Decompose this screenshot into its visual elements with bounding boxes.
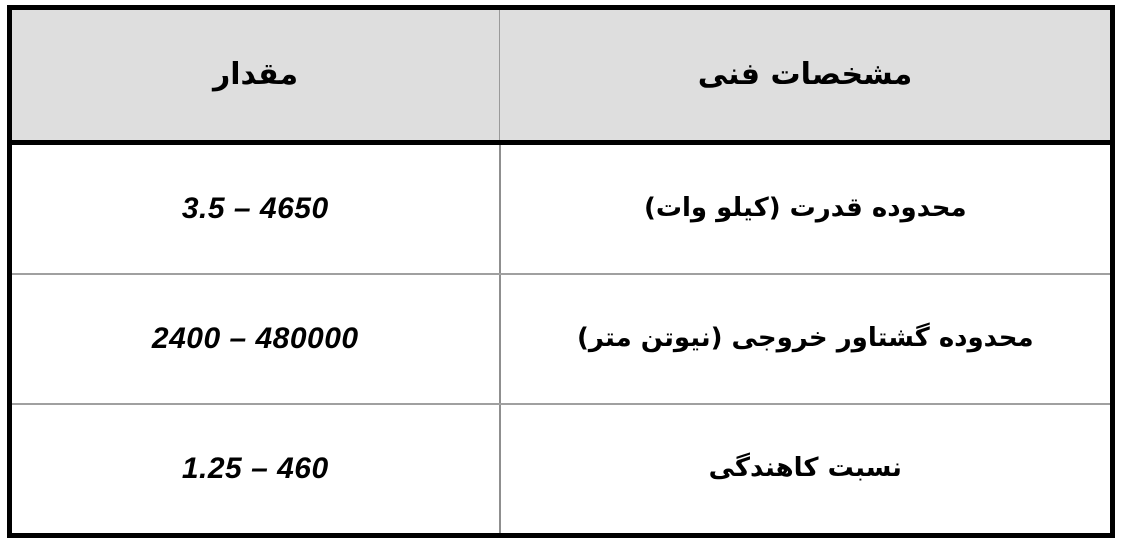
table-header-row: مشخصات فنی مقدار xyxy=(7,5,1115,145)
table-row: محدوده گشتاور خروجی (نیوتن متر) 2400 – 4… xyxy=(7,274,1115,405)
table-body: محدوده قدرت (کیلو وات) 3.5 – 4650 محدوده… xyxy=(7,142,1115,538)
spec-label-output-torque-range: محدوده گشتاور خروجی (نیوتن متر) xyxy=(498,274,1115,405)
column-header-value: مقدار xyxy=(7,5,500,145)
table-row: نسبت کاهندگی 1.25 – 460 xyxy=(7,404,1115,538)
spec-label-power-range: محدوده قدرت (کیلو وات) xyxy=(498,142,1115,275)
table-header: مشخصات فنی مقدار xyxy=(7,5,1115,145)
column-header-specification: مشخصات فنی xyxy=(499,5,1115,145)
table-row: محدوده قدرت (کیلو وات) 3.5 – 4650 xyxy=(7,142,1115,275)
technical-specifications-table: مشخصات فنی مقدار محدوده قدرت (کیلو وات) … xyxy=(7,5,1115,538)
spec-value-reduction-ratio: 1.25 – 460 xyxy=(7,404,501,538)
spec-label-reduction-ratio: نسبت کاهندگی xyxy=(498,404,1115,538)
spec-value-power-range: 3.5 – 4650 xyxy=(7,142,501,275)
spec-value-output-torque-range: 2400 – 480000 xyxy=(7,274,501,405)
